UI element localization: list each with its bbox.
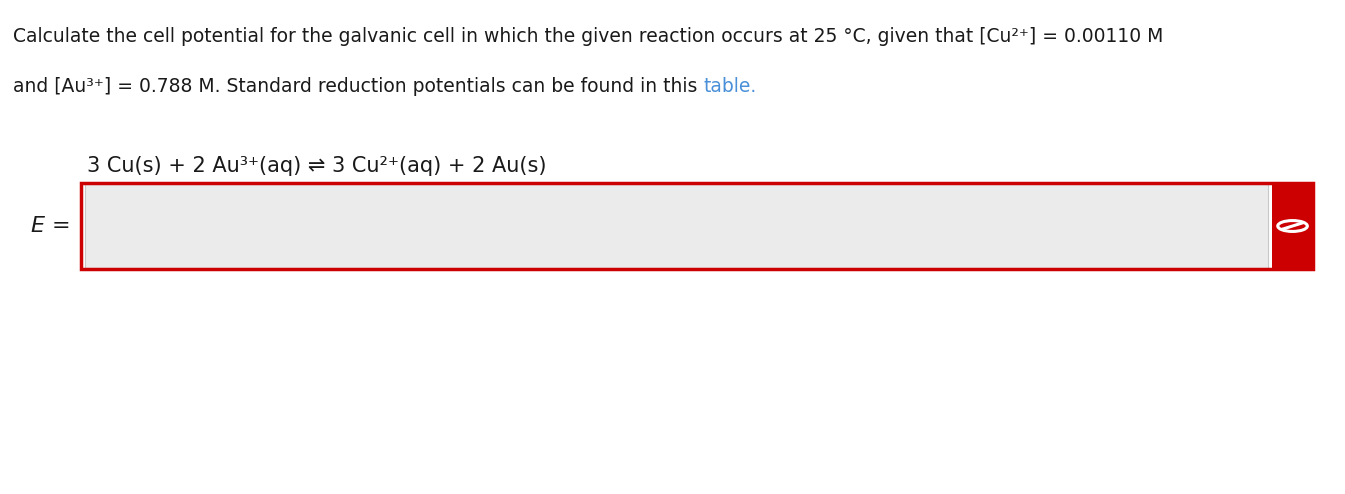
Text: table.: table. [703,77,757,95]
Text: 0.01089: 0.01089 [97,216,178,236]
Text: $E$ =: $E$ = [30,216,69,236]
Text: and [Au³⁺] = 0.788 M. Standard reduction potentials can be found in this: and [Au³⁺] = 0.788 M. Standard reduction… [13,77,703,95]
Text: 3 Cu(s) + 2 Au³⁺(aq) ⇌ 3 Cu²⁺(aq) + 2 Au(s): 3 Cu(s) + 2 Au³⁺(aq) ⇌ 3 Cu²⁺(aq) + 2 Au… [87,156,547,175]
Text: Calculate the cell potential for the galvanic cell in which the given reaction o: Calculate the cell potential for the gal… [13,27,1163,46]
